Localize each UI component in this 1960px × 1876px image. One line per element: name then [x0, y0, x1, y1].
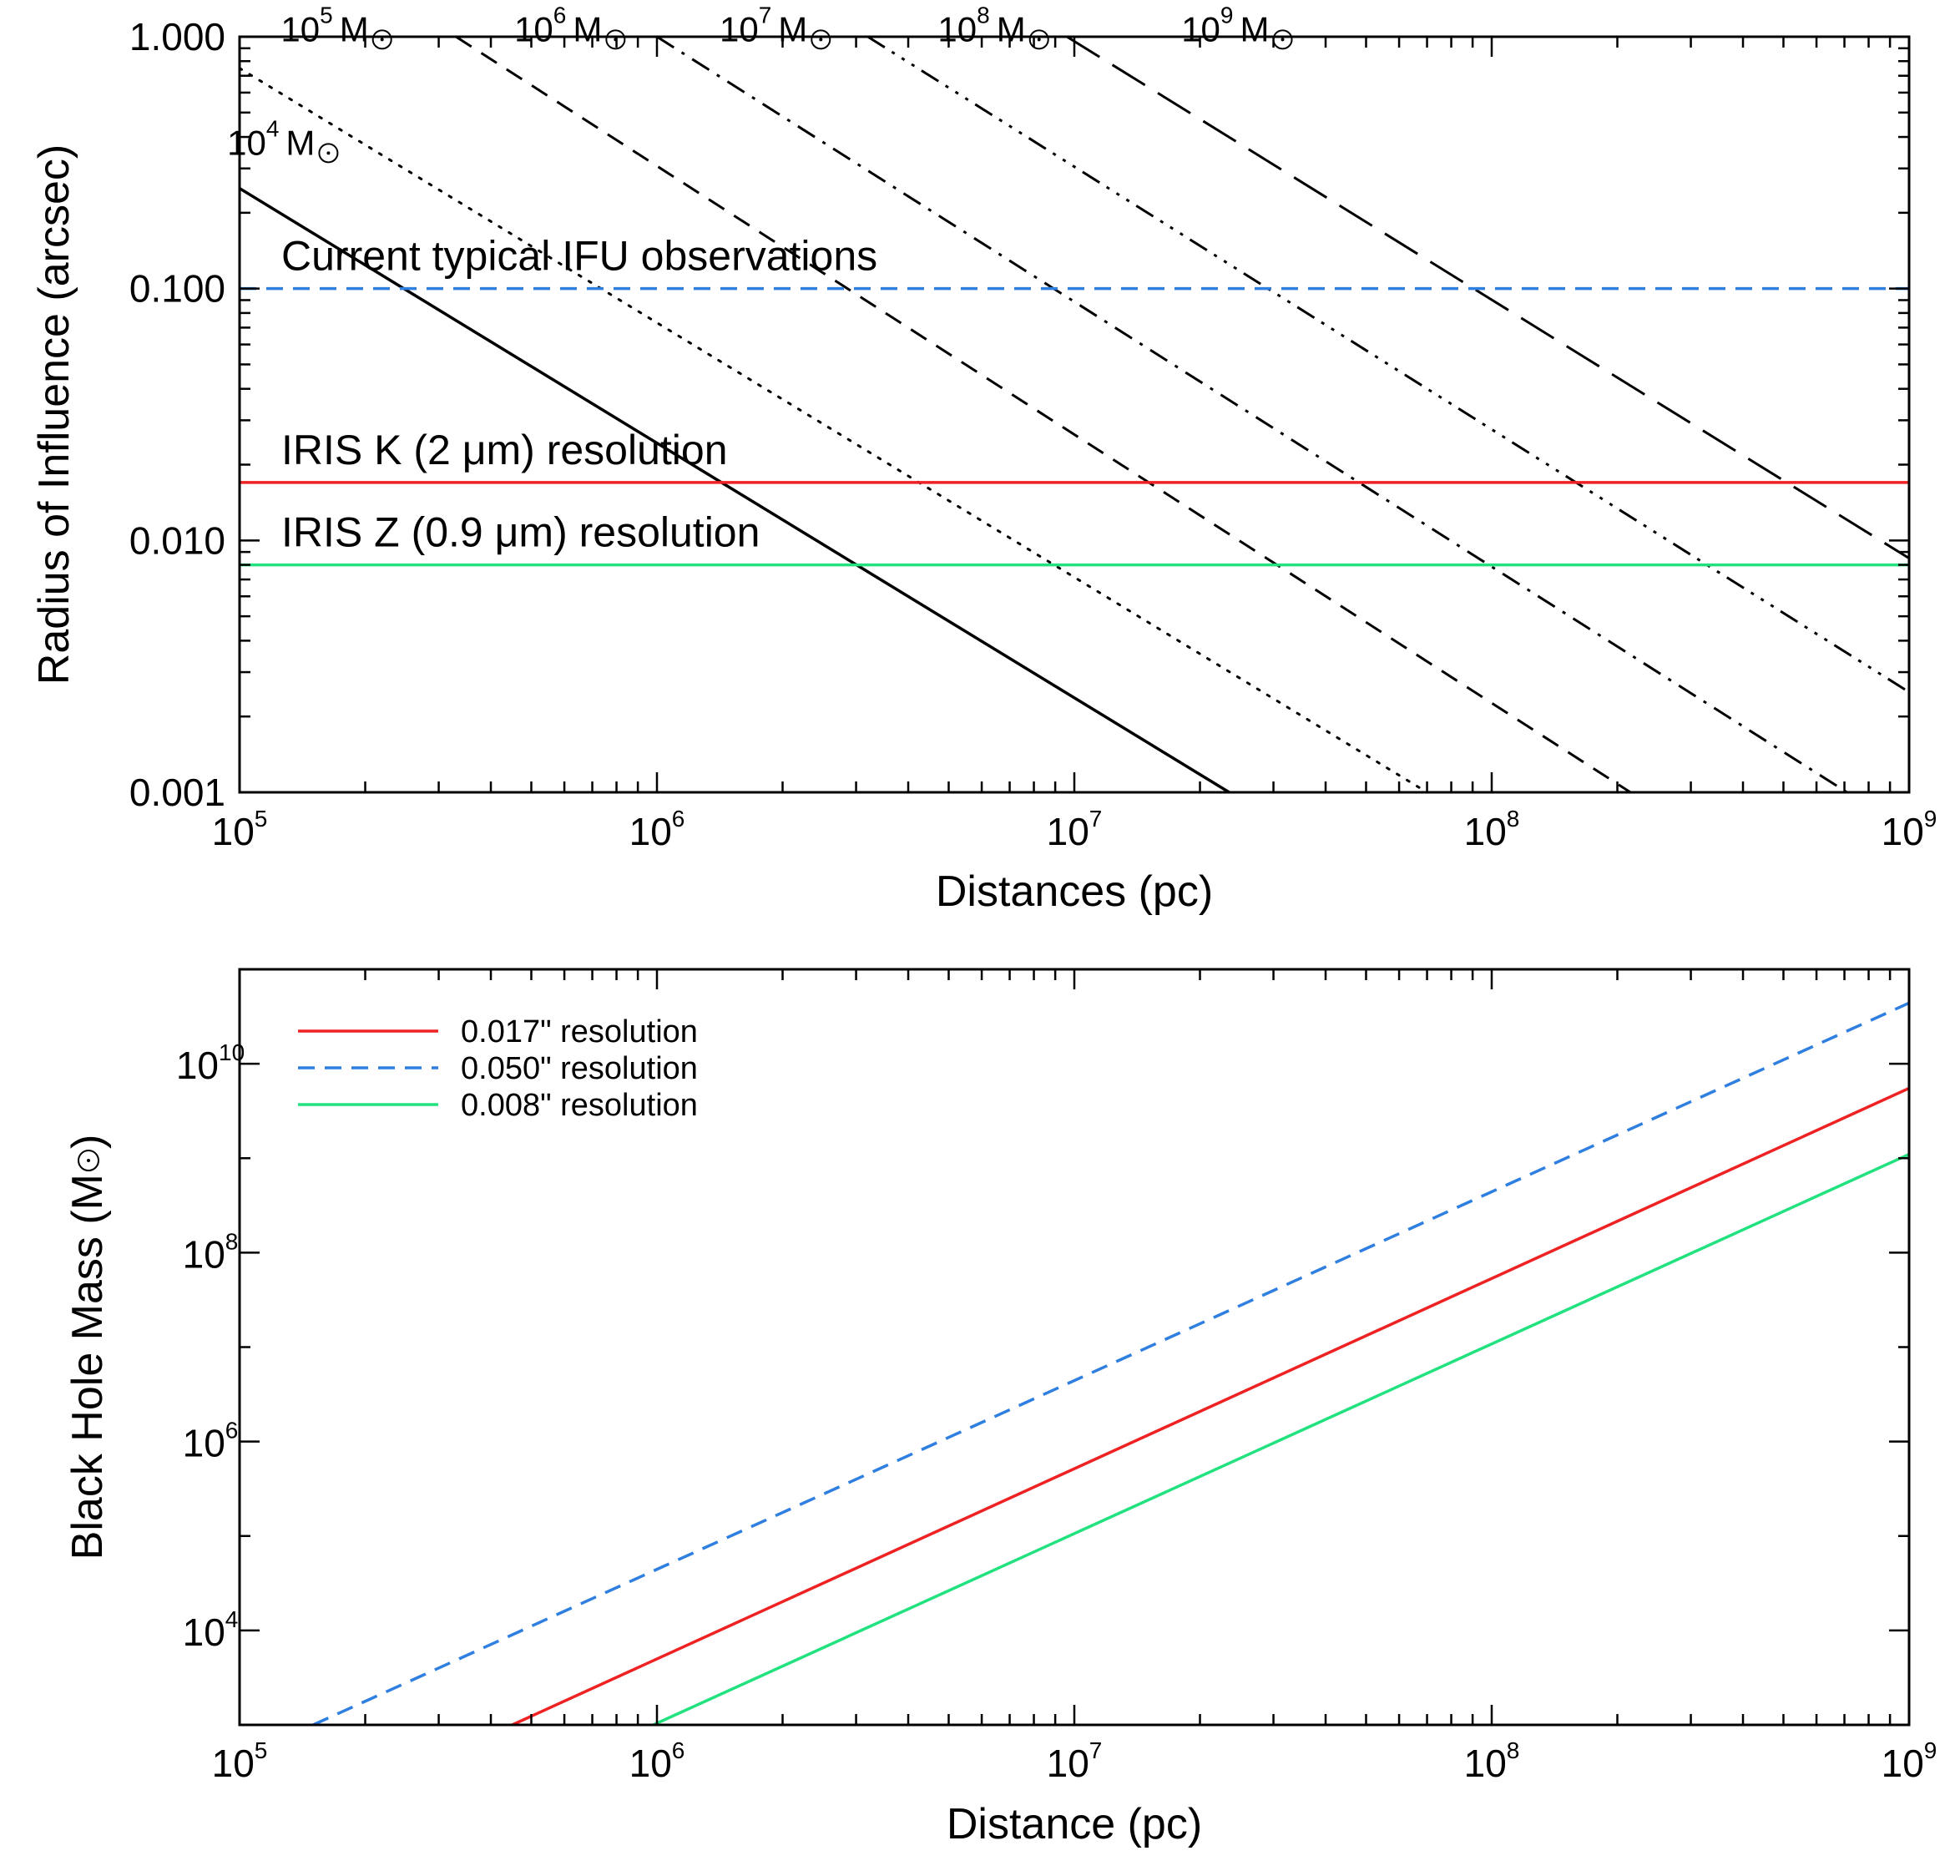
- y-axis-title: Black Hole Mass (M): [63, 1135, 112, 1560]
- axis-ticks: [238, 969, 1911, 1727]
- series-line: [652, 1152, 1909, 1725]
- x-tick-label: 108: [1464, 1737, 1520, 1785]
- sun-symbol-dot: [1037, 38, 1041, 42]
- axis-ticks: [238, 35, 1911, 794]
- mass-label: 106 M: [514, 2, 602, 48]
- mass-lines: [240, 37, 1909, 792]
- sun-symbol-dot: [614, 38, 618, 42]
- mass-label: 108 M: [937, 2, 1025, 48]
- radius-of-influence-panel: 105 106 107 108 109 0.001 0.010 0.100 1.000 104…: [30, 2, 1937, 916]
- x-axis-title: Distances (pc): [936, 867, 1213, 916]
- y-tick-label: 0.100: [129, 267, 225, 311]
- x-tick-label: 106: [629, 806, 685, 853]
- resolution-label: Current typical IFU observations: [281, 233, 877, 280]
- x-tick-label: 106: [629, 1737, 685, 1785]
- sun-symbol-dot: [326, 151, 331, 155]
- legend-label: 0.017" resolution: [461, 1014, 698, 1049]
- legend-label: 0.050" resolution: [461, 1051, 698, 1086]
- x-tick-label: 108: [1464, 806, 1520, 853]
- mass-labels: 104 M 105 M 106 M 107 M 108 M 109 M: [227, 2, 1293, 164]
- sun-symbol-dot: [1281, 38, 1285, 42]
- y-tick-label: 0.010: [129, 518, 225, 562]
- x-tick-label: 107: [1047, 806, 1103, 853]
- mass-line: [1066, 37, 1909, 559]
- x-tick-label: 105: [212, 1737, 268, 1785]
- resolution-label: IRIS Z (0.9 μm) resolution: [281, 509, 760, 556]
- mass-line: [866, 37, 1909, 694]
- y-tick-label: 1010: [176, 1039, 245, 1087]
- resolution-label: IRIS K (2 μm) resolution: [281, 427, 728, 473]
- x-axis-title: Distance (pc): [947, 1800, 1202, 1848]
- resolution-labels: Current typical IFU observations IRIS K (…: [281, 233, 877, 556]
- series-line: [511, 1086, 1909, 1725]
- y-tick-label: 108: [183, 1228, 239, 1276]
- legend-label: 0.008" resolution: [461, 1088, 698, 1123]
- mass-label: 107 M: [720, 2, 807, 48]
- y-tick-label: 0.001: [129, 771, 225, 814]
- mass-label: 105 M: [280, 2, 368, 48]
- resolution-lines: [240, 286, 1909, 567]
- sun-symbol-icon: [811, 29, 831, 50]
- y-tick-label: 1.000: [129, 15, 225, 58]
- sun-symbol-icon: [605, 29, 626, 50]
- sun-symbol-icon: [1272, 29, 1293, 50]
- x-tick-labels: 105 106 107 108 109: [212, 1737, 1937, 1785]
- ylabel-sun-group: [78, 1150, 99, 1172]
- y-tick-label: 106: [183, 1418, 239, 1465]
- x-tick-label: 109: [1882, 1737, 1937, 1785]
- sun-symbol-icon: [371, 29, 392, 50]
- y-axis-title: Radius of Influence (arcsec): [30, 144, 78, 685]
- y-tick-labels: 104 106 108 1010: [176, 1039, 245, 1654]
- y-tick-labels: 0.001 0.010 0.100 1.000: [129, 15, 225, 814]
- mass-label: 109 M: [1181, 2, 1269, 48]
- x-tick-label: 107: [1047, 1737, 1103, 1785]
- plot-frame: [238, 35, 1911, 794]
- y-tick-label: 104: [183, 1606, 239, 1654]
- sun-symbol-dot: [380, 38, 384, 42]
- sun-symbol-icon: [318, 143, 339, 164]
- mass-line: [240, 67, 1429, 792]
- x-tick-labels: 105 106 107 108 109: [212, 806, 1937, 853]
- black-hole-mass-panel: 105 106 107 108 109 104 106 108 1010 0.017" res…: [63, 968, 1937, 1848]
- sun-symbol-icon: [78, 1150, 99, 1172]
- series-lines: [312, 1001, 1909, 1725]
- x-tick-label: 109: [1882, 806, 1937, 853]
- mass-line: [656, 37, 1848, 792]
- sun-symbol-dot: [87, 1159, 90, 1163]
- mass-label: 104 M: [227, 115, 315, 162]
- plot-frame: [238, 968, 1911, 1727]
- sun-symbol-icon: [1028, 29, 1049, 50]
- sun-symbol-dot: [819, 38, 823, 42]
- x-tick-label: 105: [212, 806, 268, 853]
- mass-line: [455, 37, 1632, 792]
